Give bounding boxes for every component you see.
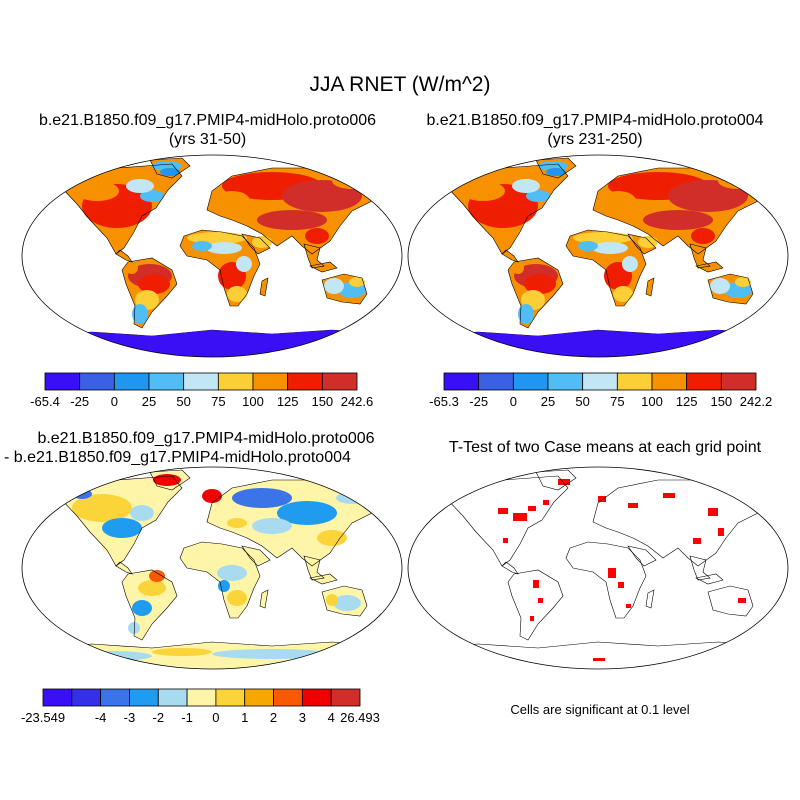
colorbar-swatch [100, 688, 130, 707]
panel-title-bottom-left: b.e21.B1850.f09_g17.PMIP4-midHolo.proto0… [0, 429, 412, 467]
panel-title-bottom-right: T-Test of two Case means at each grid po… [448, 439, 762, 456]
colorbar-swatch [720, 372, 757, 391]
colorbar-tick-label: 242.2 [740, 394, 773, 409]
case-name-subtracted: - b.e21.B1850.f09_g17.PMIP4-midHolo.prot… [4, 449, 351, 466]
colorbar-swatch [157, 688, 188, 707]
colorbar-tick-label: 150 [710, 394, 732, 409]
colorbar-swatch [113, 372, 150, 391]
colorbar-swatch [273, 688, 303, 707]
colorbar-tick-label: 75 [211, 394, 225, 409]
colorbar-tick-label: 2 [270, 710, 277, 725]
colorbar-tick-label: -25 [469, 394, 488, 409]
colorbar-swatch [79, 372, 115, 391]
colorbar-tick-label: 4 [328, 710, 335, 725]
year-range: (yrs 231-250) [547, 131, 643, 148]
colorbar-bottom-left: -23.549 -4 -3 -2 -1 0 1 2 3 4 26.493 [21, 688, 380, 725]
colorbar-swatch [651, 372, 688, 391]
colorbar-tick-label: -65.4 [30, 394, 60, 409]
colorbar-tick-label: -4 [95, 710, 107, 725]
colorbar-tick-label: 150 [311, 394, 333, 409]
colorbar-tick-label: -23.549 [21, 710, 65, 725]
colorbar-swatch [252, 372, 289, 391]
colorbar-tick-label: 0 [111, 394, 118, 409]
colorbar-swatch [478, 372, 514, 391]
colorbar-tick-label: -3 [124, 710, 136, 725]
colorbar-tick-label: 0 [212, 710, 219, 725]
colorbar-swatch [547, 372, 584, 391]
colorbar-tick-label: 25 [541, 394, 555, 409]
colorbar-tick-label: 26.493 [340, 710, 380, 725]
colorbar-tick-label: -25 [70, 394, 89, 409]
colorbar-swatch [186, 688, 217, 707]
case-name: b.e21.B1850.f09_g17.PMIP4-midHolo.proto0… [38, 112, 377, 129]
colorbar-tick-label: -2 [152, 710, 164, 725]
colorbar-tick-label: 242.6 [341, 394, 374, 409]
colorbar-swatch [512, 372, 549, 391]
colorbar-swatch [616, 372, 653, 391]
colorbar-tick-label: 50 [575, 394, 589, 409]
colorbar-top-right: -65.3 -25 0 25 50 75 100 125 150 242.2 [429, 372, 773, 409]
colorbar-swatch [582, 372, 618, 391]
panel-title-top-right: b.e21.B1850.f09_g17.PMIP4-midHolo.proto0… [390, 111, 800, 149]
colorbar-tick-label: 1 [241, 710, 248, 725]
colorbar-tick-label: 0 [510, 394, 517, 409]
case-name: b.e21.B1850.f09_g17.PMIP4-midHolo.proto0… [37, 430, 375, 447]
colorbar-swatch [129, 688, 159, 707]
colorbar-swatch [44, 372, 81, 391]
panel-title-top-left: b.e21.B1850.f09_g17.PMIP4-midHolo.proto0… [0, 111, 415, 149]
year-range: (yrs 31-50) [168, 131, 247, 148]
colorbar-swatch [183, 372, 219, 391]
colorbar-swatch [686, 372, 722, 391]
colorbar-tick-label: 100 [641, 394, 663, 409]
colorbar-tick-label: 100 [242, 394, 264, 409]
colorbar-swatch [71, 688, 102, 707]
map-bottom-right [407, 466, 789, 670]
colorbar-swatch [287, 372, 323, 391]
map-top-left [21, 154, 403, 358]
colorbar-tick-label: 75 [610, 394, 624, 409]
colorbar-swatch [443, 372, 480, 391]
colorbar-swatch [301, 688, 332, 707]
map-bottom-left [21, 466, 403, 670]
colorbar-swatch [321, 372, 358, 391]
figure-title: JJA RNET (W/m^2) [309, 73, 491, 96]
colorbar-swatch [217, 372, 254, 391]
colorbar-tick-label: -1 [181, 710, 193, 725]
colorbar-swatch [330, 688, 361, 707]
significance-note: Cells are significant at 0.1 level [510, 702, 690, 717]
colorbar-tick-label: 3 [299, 710, 306, 725]
colorbar-swatch [148, 372, 185, 391]
colorbar-swatch [42, 688, 73, 707]
colorbar-swatch [244, 688, 274, 707]
colorbar-tick-label: 125 [676, 394, 698, 409]
map-top-right [407, 154, 789, 358]
colorbar-tick-label: 125 [277, 394, 299, 409]
case-name: b.e21.B1850.f09_g17.PMIP4-midHolo.proto0… [426, 112, 764, 129]
colorbar-tick-label: -65.3 [429, 394, 459, 409]
colorbar-tick-label: 50 [176, 394, 190, 409]
colorbar-top-left: -65.4 -25 0 25 50 75 100 125 150 242.6 [30, 372, 374, 409]
colorbar-tick-label: 25 [142, 394, 156, 409]
colorbar-swatch [215, 688, 246, 707]
